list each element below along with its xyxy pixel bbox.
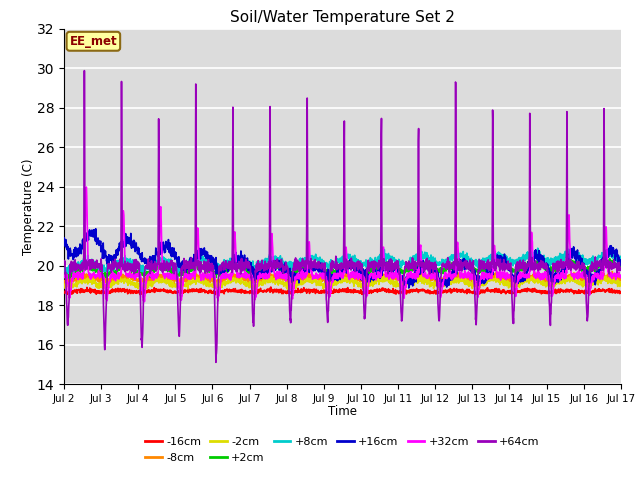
+2cm	[359, 269, 367, 275]
-16cm	[60, 289, 68, 295]
-16cm	[359, 290, 367, 296]
-8cm	[609, 269, 616, 275]
-2cm	[60, 285, 68, 291]
+64cm	[212, 360, 220, 365]
+8cm	[504, 258, 512, 264]
+2cm	[568, 258, 575, 264]
Line: -16cm: -16cm	[64, 287, 621, 295]
+32cm	[617, 273, 625, 278]
+32cm	[359, 274, 367, 279]
+8cm	[359, 260, 367, 266]
+32cm	[140, 299, 148, 304]
-8cm	[216, 281, 223, 287]
-2cm	[371, 277, 379, 283]
-16cm	[505, 289, 513, 295]
Line: -2cm: -2cm	[64, 276, 621, 290]
+8cm	[584, 262, 591, 268]
Line: -8cm: -8cm	[64, 272, 621, 285]
-16cm	[584, 290, 591, 296]
Line: +16cm: +16cm	[64, 229, 621, 288]
+8cm	[60, 268, 68, 274]
-8cm	[584, 278, 591, 284]
+16cm	[405, 285, 413, 291]
+64cm	[216, 267, 223, 273]
-16cm	[400, 292, 408, 298]
+16cm	[371, 276, 379, 282]
Line: +2cm: +2cm	[64, 259, 621, 279]
+64cm	[371, 260, 379, 266]
+16cm	[359, 272, 367, 277]
-16cm	[371, 287, 379, 293]
+64cm	[584, 315, 591, 321]
-16cm	[216, 289, 223, 295]
-8cm	[371, 277, 379, 283]
-16cm	[568, 287, 576, 293]
-2cm	[568, 277, 576, 283]
+2cm	[371, 268, 379, 274]
Line: +64cm: +64cm	[64, 71, 621, 362]
+16cm	[216, 266, 223, 272]
+16cm	[568, 246, 576, 252]
+2cm	[216, 273, 223, 278]
+64cm	[617, 267, 625, 273]
Y-axis label: Temperature (C): Temperature (C)	[22, 158, 35, 255]
Text: EE_met: EE_met	[70, 35, 117, 48]
+32cm	[584, 284, 591, 289]
+64cm	[81, 68, 88, 73]
+2cm	[60, 275, 68, 281]
+64cm	[505, 264, 513, 270]
+16cm	[60, 237, 68, 243]
-2cm	[505, 285, 513, 291]
-8cm	[60, 278, 68, 284]
+8cm	[216, 264, 223, 270]
Legend: -16cm, -8cm, -2cm, +2cm, +8cm, +16cm, +32cm, +64cm: -16cm, -8cm, -2cm, +2cm, +8cm, +16cm, +3…	[141, 433, 544, 467]
-2cm	[359, 282, 367, 288]
+8cm	[371, 258, 379, 264]
+32cm	[216, 287, 223, 293]
+2cm	[617, 264, 625, 269]
+2cm	[606, 256, 614, 262]
-8cm	[178, 282, 186, 288]
+32cm	[371, 276, 379, 281]
-8cm	[504, 274, 512, 279]
+32cm	[60, 275, 68, 280]
-2cm	[617, 281, 625, 287]
+8cm	[534, 245, 541, 251]
+64cm	[359, 283, 367, 288]
X-axis label: Time: Time	[328, 405, 357, 418]
+32cm	[568, 273, 576, 278]
-16cm	[617, 289, 625, 295]
+16cm	[505, 261, 513, 266]
+64cm	[568, 259, 576, 265]
+16cm	[92, 226, 100, 232]
+32cm	[505, 276, 513, 281]
-8cm	[568, 274, 575, 280]
+32cm	[83, 184, 90, 190]
-8cm	[617, 277, 625, 283]
+64cm	[60, 258, 68, 264]
-2cm	[418, 273, 426, 278]
Line: +8cm: +8cm	[64, 248, 621, 274]
+8cm	[617, 253, 625, 259]
Line: +32cm: +32cm	[64, 187, 621, 301]
+2cm	[584, 265, 591, 271]
+8cm	[63, 271, 70, 276]
-2cm	[584, 285, 591, 291]
+16cm	[584, 274, 591, 279]
-16cm	[267, 284, 275, 290]
+16cm	[617, 257, 625, 263]
+2cm	[504, 265, 512, 271]
-2cm	[216, 284, 223, 290]
+2cm	[64, 276, 72, 282]
Title: Soil/Water Temperature Set 2: Soil/Water Temperature Set 2	[230, 10, 455, 25]
-2cm	[252, 288, 259, 293]
-8cm	[359, 278, 367, 284]
+8cm	[568, 248, 576, 254]
